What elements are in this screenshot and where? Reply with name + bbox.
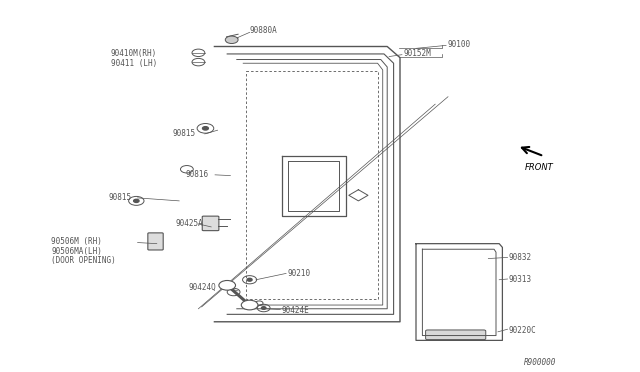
Text: 90832: 90832 bbox=[509, 253, 532, 262]
Text: 90815: 90815 bbox=[109, 193, 132, 202]
Circle shape bbox=[219, 280, 236, 290]
Text: 90220C: 90220C bbox=[509, 326, 536, 335]
Text: 90424E: 90424E bbox=[282, 306, 309, 315]
Text: (DOOR OPENING): (DOOR OPENING) bbox=[51, 256, 116, 265]
Text: 90411 (LH): 90411 (LH) bbox=[111, 59, 157, 68]
Text: 90506M (RH): 90506M (RH) bbox=[51, 237, 102, 246]
Circle shape bbox=[134, 199, 139, 202]
Text: 90210: 90210 bbox=[288, 269, 311, 278]
FancyBboxPatch shape bbox=[426, 330, 486, 340]
Text: 90880A: 90880A bbox=[250, 26, 277, 35]
Text: R900000: R900000 bbox=[524, 358, 557, 367]
Circle shape bbox=[247, 278, 252, 281]
Text: FRONT: FRONT bbox=[525, 163, 553, 172]
FancyBboxPatch shape bbox=[148, 233, 163, 250]
FancyBboxPatch shape bbox=[202, 216, 219, 231]
Text: 90424Q: 90424Q bbox=[189, 283, 216, 292]
Text: 90815: 90815 bbox=[173, 129, 196, 138]
Text: 90816: 90816 bbox=[186, 170, 209, 179]
Text: 90100: 90100 bbox=[448, 40, 471, 49]
Text: 90506MA(LH): 90506MA(LH) bbox=[51, 247, 102, 256]
Circle shape bbox=[262, 307, 266, 310]
Text: 90152M: 90152M bbox=[403, 49, 431, 58]
Text: 90425A: 90425A bbox=[176, 219, 204, 228]
Text: 90313: 90313 bbox=[509, 275, 532, 283]
Text: 90410M(RH): 90410M(RH) bbox=[111, 49, 157, 58]
Circle shape bbox=[241, 300, 258, 310]
Circle shape bbox=[202, 126, 209, 130]
Circle shape bbox=[225, 36, 238, 44]
